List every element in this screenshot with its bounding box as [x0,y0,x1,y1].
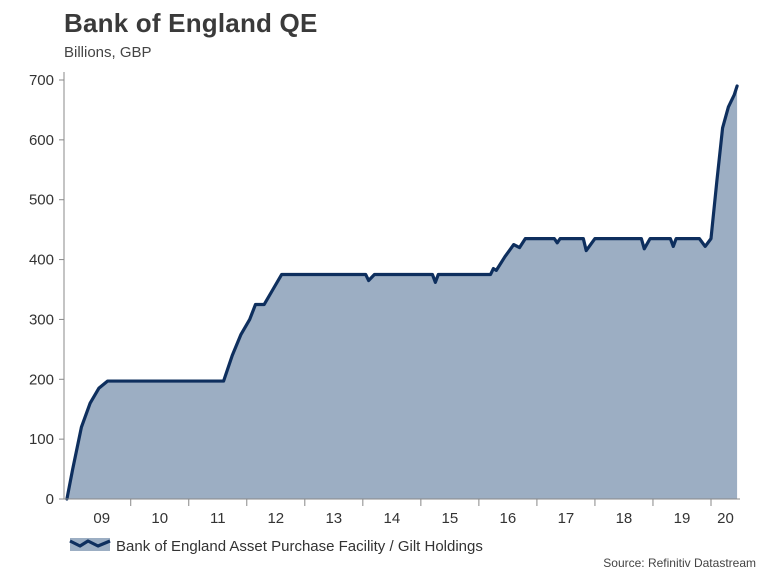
y-tick-label: 700 [29,72,54,89]
legend-swatch-fill [70,538,110,551]
series-area-fill [66,85,738,499]
legend-label: Bank of England Asset Purchase Facility … [116,538,483,555]
legend-swatch-line [69,539,111,548]
y-tick-label: 600 [29,132,54,149]
x-tick-label: 14 [384,510,401,527]
chart-title: Bank of England QE [64,8,318,38]
x-tick-label: 10 [151,510,168,527]
y-tick-label: 500 [29,192,54,209]
y-tick-label: 100 [29,431,54,448]
series-line [65,84,739,501]
x-tick-label: 09 [93,510,110,527]
y-tick-label: 0 [46,491,54,508]
x-tick-label: 18 [616,510,633,527]
y-tick-label: 200 [29,371,54,388]
x-tick-label: 13 [325,510,342,527]
x-tick-label: 12 [267,510,284,527]
x-tick-label: 11 [210,510,226,527]
x-tick-label: 15 [442,510,459,527]
y-tick-label: 300 [29,311,54,328]
y-tick-label: 400 [29,252,54,269]
chart-subtitle: Billions, GBP [64,44,152,61]
x-tick-label: 19 [674,510,691,527]
x-tick-label: 20 [717,510,734,527]
x-tick-label: 17 [558,510,575,527]
x-tick-label: 16 [500,510,517,527]
source-note: Source: Refinitiv Datastream [603,556,756,570]
